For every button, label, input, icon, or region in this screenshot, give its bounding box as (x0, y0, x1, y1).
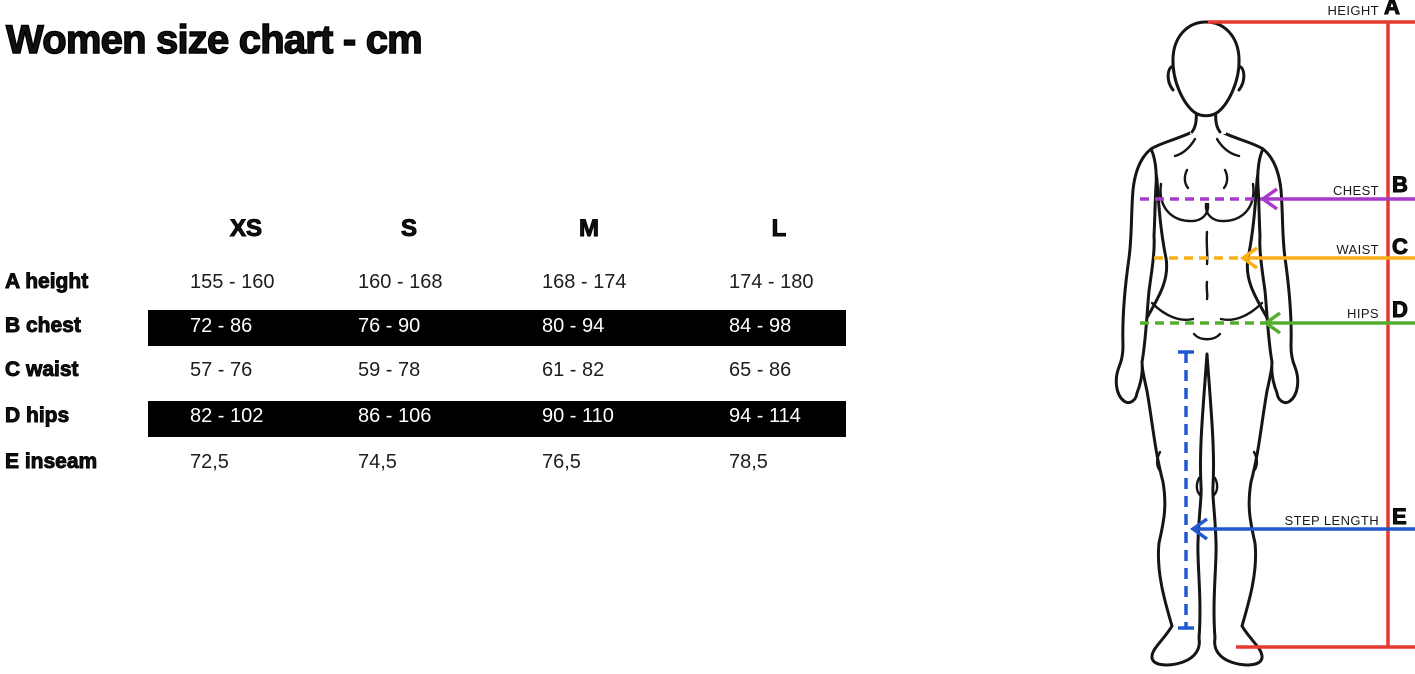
cell-height-xs: 155 - 160 (190, 271, 275, 293)
cell-hips-l: 94 - 114 (729, 405, 801, 427)
cell-height-m: 168 - 174 (542, 271, 627, 293)
cell-hips-s: 86 - 106 (358, 405, 432, 427)
body-head (1171, 20, 1241, 118)
cell-chest-l: 84 - 98 (729, 315, 792, 337)
cell-hips-xs: 82 - 102 (190, 405, 264, 427)
step-length-label: STEP LENGTH (1284, 513, 1379, 528)
row-label-hips: D hips (5, 404, 70, 427)
row-label-height: A height (5, 270, 89, 293)
waist-measure-line (1154, 246, 1415, 270)
column-header-xs: XS (229, 215, 263, 242)
cell-chest-s: 76 - 90 (358, 315, 421, 337)
column-header-s: S (400, 215, 418, 242)
chest-arrow-icon (1259, 187, 1279, 211)
cell-waist-l: 65 - 86 (729, 359, 792, 381)
hips-arrow-icon (1262, 311, 1282, 335)
page-title: Women size chart - cm (5, 17, 423, 62)
cell-inseam-s: 74,5 (358, 451, 397, 473)
body-left-arm (1114, 147, 1158, 405)
cell-height-l: 174 - 180 (729, 271, 814, 293)
height-letter: A (1384, 0, 1401, 19)
row-label-waist: C waist (5, 358, 79, 381)
hips-label: HIPS (1347, 306, 1379, 321)
waist-arrow-icon (1239, 246, 1259, 270)
cell-chest-xs: 72 - 86 (190, 315, 253, 337)
body-right-arm (1256, 147, 1300, 405)
column-header-m: M (579, 215, 600, 242)
hips-letter: D (1392, 297, 1409, 322)
step-length-arrow-icon (1189, 517, 1209, 541)
waist-letter: C (1392, 234, 1409, 259)
cell-inseam-xs: 72,5 (190, 451, 229, 473)
hips-row-highlight-bar (148, 401, 846, 437)
cell-inseam-l: 78,5 (729, 451, 768, 473)
column-header-l: L (771, 215, 787, 242)
step-length-letter: E (1392, 504, 1408, 529)
hips-measure-line (1140, 311, 1415, 335)
body-detail-lines (1150, 137, 1264, 497)
chest-letter: B (1392, 172, 1409, 197)
chest-measure-line (1140, 187, 1415, 211)
cell-waist-m: 61 - 82 (542, 359, 605, 381)
cell-height-s: 160 - 168 (358, 271, 443, 293)
step-length-measure-line (1178, 350, 1415, 630)
cell-inseam-m: 76,5 (542, 451, 581, 473)
woman-body-illustration (1114, 20, 1300, 667)
cell-chest-m: 80 - 94 (542, 315, 605, 337)
chest-row-highlight-bar (148, 310, 846, 346)
chest-label: CHEST (1332, 183, 1379, 198)
row-label-chest: B chest (5, 314, 82, 337)
waist-label: WAIST (1336, 242, 1379, 257)
height-measure-line (1208, 20, 1415, 649)
row-label-inseam: E inseam (5, 450, 98, 473)
cell-waist-xs: 57 - 76 (190, 359, 253, 381)
cell-hips-m: 90 - 110 (542, 405, 614, 427)
height-label: HEIGHT (1327, 3, 1379, 18)
cell-waist-s: 59 - 78 (358, 359, 421, 381)
